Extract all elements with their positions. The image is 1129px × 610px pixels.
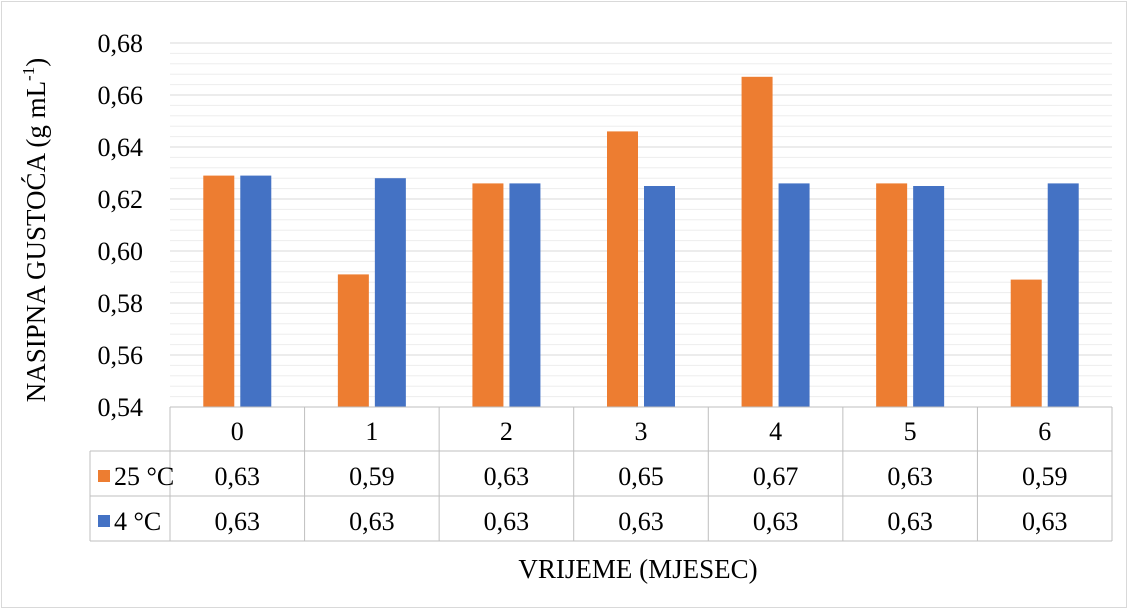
table-value-label: 0,63: [484, 462, 530, 491]
x-category-label: 3: [635, 417, 648, 446]
x-category-label: 2: [500, 417, 513, 446]
bar-series-1: [876, 183, 908, 407]
legend-swatch: [98, 470, 110, 482]
x-category-label: 0: [231, 417, 244, 446]
table-value-label: 0,63: [484, 507, 530, 536]
legend-label: 25 °C: [114, 462, 174, 491]
data-table: 0 1 2 3 4 5 6 25 °C 0,63 0,59 0,63 0,65 0,67 0,63 0,59…: [89, 406, 1113, 542]
y-tick-label: 0,68: [98, 29, 144, 58]
x-category-label: 6: [1038, 417, 1051, 446]
table-value-label: 0,63: [887, 507, 933, 536]
bars: [203, 76, 1079, 408]
table-value-label: 0,59: [1022, 462, 1068, 491]
table-value-label: 0,59: [349, 462, 395, 491]
bar-series-2: [240, 175, 272, 407]
y-tick-label: 0,66: [98, 81, 144, 110]
x-axis-title: VRIJEME (MJESEC): [518, 554, 757, 584]
bar-series-2: [1047, 183, 1079, 407]
table-value-label: 0,67: [753, 462, 799, 491]
y-axis-ticks: 0,54 0,56 0,58 0,60 0,62 0,64 0,66 0,68: [98, 29, 144, 422]
x-category-label: 5: [904, 417, 917, 446]
table-value-label: 0,63: [618, 507, 664, 536]
legend-swatch: [98, 515, 110, 527]
table-value-label: 0,63: [1022, 507, 1068, 536]
x-category-label: 1: [365, 417, 378, 446]
bar-series-2: [644, 186, 675, 407]
table-value-label: 0,63: [215, 462, 261, 491]
table-value-label: 0,63: [349, 507, 395, 536]
x-category-label: 4: [769, 417, 782, 446]
bar-series-1: [741, 76, 773, 408]
bar-series-1: [337, 274, 369, 407]
gridlines: [170, 42, 1112, 398]
y-tick-label: 0,62: [98, 185, 144, 214]
bar-series-1: [203, 175, 235, 407]
table-value-label: 0,65: [618, 462, 664, 491]
bar-series-1: [607, 131, 638, 407]
bar-series-2: [913, 186, 945, 407]
bar-series-1: [472, 183, 504, 407]
y-axis-title: NASIPNA GUSTOĆA (g mL-1): [19, 58, 51, 402]
y-tick-label: 0,58: [98, 289, 144, 318]
table-value-label: 0,63: [215, 507, 261, 536]
bar-series-2: [374, 178, 406, 407]
bar-series-2: [778, 183, 810, 407]
y-tick-label: 0,64: [98, 133, 144, 162]
bar-series-1: [1010, 279, 1042, 407]
y-tick-label: 0,60: [98, 237, 144, 266]
table-value-label: 0,63: [753, 507, 799, 536]
legend-label: 4 °C: [114, 507, 161, 536]
y-tick-label: 0,54: [98, 393, 144, 422]
bar-series-2: [509, 183, 541, 407]
table-value-label: 0,63: [887, 462, 933, 491]
y-tick-label: 0,56: [98, 341, 144, 370]
